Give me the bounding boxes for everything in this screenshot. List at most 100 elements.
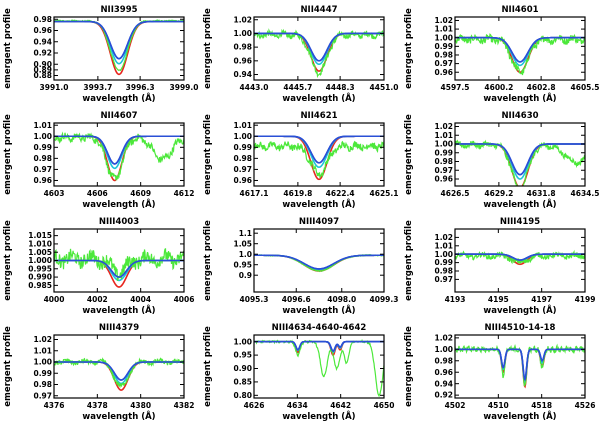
y-tick-label: 0.96 <box>33 26 52 35</box>
curve-model-red <box>54 20 184 76</box>
y-axis-label: emergent profile <box>203 8 213 89</box>
x-tick-label: 4629.2 <box>484 189 513 198</box>
y-tick-label: 0.99 <box>434 258 453 267</box>
x-tick-label: 4650 <box>374 401 395 410</box>
x-tick-label: 4096.6 <box>282 295 311 304</box>
x-axis-label: wavelength (Å) <box>483 93 556 104</box>
y-tick-label: 1.01 <box>33 121 52 130</box>
panel-title: NIII4195 <box>500 217 540 227</box>
x-axis-label: wavelength (Å) <box>483 199 556 210</box>
y-tick-label: 0.98 <box>33 154 52 163</box>
x-tick-label: 4605.5 <box>571 83 600 92</box>
panel-title: NII3995 <box>100 5 137 15</box>
x-tick-label: 4376 <box>44 401 65 410</box>
curve-model-cyan <box>455 348 585 384</box>
x-tick-label: 4510 <box>488 401 509 410</box>
x-tick-label: 4098.0 <box>327 295 356 304</box>
y-axis-label: emergent profile <box>3 114 13 195</box>
y-tick-label: 0.96 <box>33 176 52 185</box>
y-tick-label: 0.98 <box>33 15 52 24</box>
curve-observed-spectrum <box>455 139 585 186</box>
x-tick-label: 3996.3 <box>126 83 155 92</box>
y-tick-label: 0.94 <box>434 379 453 388</box>
y-tick-label: 0.98 <box>434 356 453 365</box>
plot-frame <box>454 16 586 81</box>
x-tick-label: 4626 <box>244 401 265 410</box>
y-tick-label: 1.00 <box>33 132 52 141</box>
y-tick-label: 0.96 <box>233 176 252 185</box>
plot-frame <box>253 122 385 187</box>
curve-observed-spectrum <box>254 28 384 79</box>
y-tick-label: 0.98 <box>233 154 252 163</box>
y-tick-label: 0.89 <box>33 65 52 74</box>
y-axis-label: emergent profile <box>203 326 213 407</box>
plot-frame <box>454 334 586 399</box>
y-tick-label: 0.97 <box>233 165 252 174</box>
y-tick-label: 0.94 <box>33 37 52 46</box>
y-tick-label: 0.995 <box>28 264 52 273</box>
curve-observed-spectrum <box>455 249 585 265</box>
x-tick-label: 4642 <box>330 401 351 410</box>
curve-model-blue <box>455 348 585 382</box>
panel-nii4447: NII4447 4443.0 4445.7 4448.3 4451.0 0.94 0.96 0… <box>203 5 398 104</box>
x-tick-label: 4006 <box>174 295 195 304</box>
curve-observed-spectrum <box>54 19 184 72</box>
x-tick-label: 3999.0 <box>170 83 199 92</box>
curve-observed-spectrum <box>54 248 184 281</box>
curve-model-blue-top <box>54 361 184 381</box>
y-tick-label: 1.005 <box>28 248 52 257</box>
x-tick-label: 4606 <box>87 189 108 198</box>
x-axis-label: wavelength (Å) <box>282 305 355 316</box>
y-tick-label: 0.98 <box>434 51 453 60</box>
y-tick-label: 0.85 <box>233 378 252 387</box>
curve-model-blue-top <box>254 32 384 62</box>
y-tick-label: 0.90 <box>233 364 252 373</box>
x-tick-label: 4197 <box>531 295 552 304</box>
x-axis-label: wavelength (Å) <box>483 305 556 316</box>
y-axis-label: emergent profile <box>404 326 414 407</box>
curve-observed-spectrum <box>455 33 585 76</box>
y-tick-label: 1.0 <box>239 250 252 259</box>
x-tick-label: 4095.3 <box>240 295 269 304</box>
x-tick-label: 4600.2 <box>484 83 513 92</box>
x-tick-label: 4443.0 <box>240 83 269 92</box>
x-tick-label: 4193 <box>445 295 466 304</box>
y-tick-label: 0.98 <box>233 43 252 52</box>
curve-observed-spectrum <box>254 140 384 179</box>
x-tick-label: 3991.0 <box>40 83 69 92</box>
y-tick-label: 1.00 <box>233 29 252 38</box>
x-tick-label: 4502 <box>445 401 466 410</box>
x-tick-label: 4000 <box>44 295 65 304</box>
y-tick-label: 0.97 <box>434 275 453 284</box>
curve-model-cyan <box>455 143 585 180</box>
curve-observed-spectrum <box>54 131 184 181</box>
x-tick-label: 4602.8 <box>527 83 556 92</box>
y-tick-label: 0.98 <box>434 157 453 166</box>
y-axis-label: emergent profile <box>3 220 13 301</box>
curve-observed-spectrum <box>54 357 184 389</box>
curve-model-blue-top <box>54 135 184 165</box>
y-tick-label: 0.96 <box>434 368 453 377</box>
panel-title: NII4621 <box>300 111 337 121</box>
y-tick-label: 0.95 <box>233 351 252 360</box>
x-tick-label: 4617.1 <box>240 189 269 198</box>
y-tick-label: 1.00 <box>233 132 252 141</box>
y-tick-label: 0.99 <box>434 42 453 51</box>
y-tick-label: 0.99 <box>233 143 252 152</box>
y-axis-label: emergent profile <box>203 114 213 195</box>
curve-model-blue-top <box>254 135 384 164</box>
y-axis-label: emergent profile <box>404 8 414 89</box>
y-tick-label: 0.94 <box>233 70 252 79</box>
panel-nii4607: NII4607 4603 4606 4609 4612 0.96 0.97 0.98 0.99 1… <box>3 111 194 210</box>
curve-model-blue <box>254 135 384 164</box>
x-tick-label: 4378 <box>87 401 108 410</box>
panel-title: NIII4379 <box>99 323 139 333</box>
x-tick-label: 4004 <box>130 295 151 304</box>
plot-frame <box>253 16 385 81</box>
y-tick-label: 1.00 <box>434 140 453 149</box>
panel-niii4379: NIII4379 4376 4378 4380 4382 0.97 0.98 0.99 1.00… <box>3 323 194 422</box>
x-axis-label: wavelength (Å) <box>282 199 355 210</box>
x-tick-label: 4526 <box>575 401 596 410</box>
